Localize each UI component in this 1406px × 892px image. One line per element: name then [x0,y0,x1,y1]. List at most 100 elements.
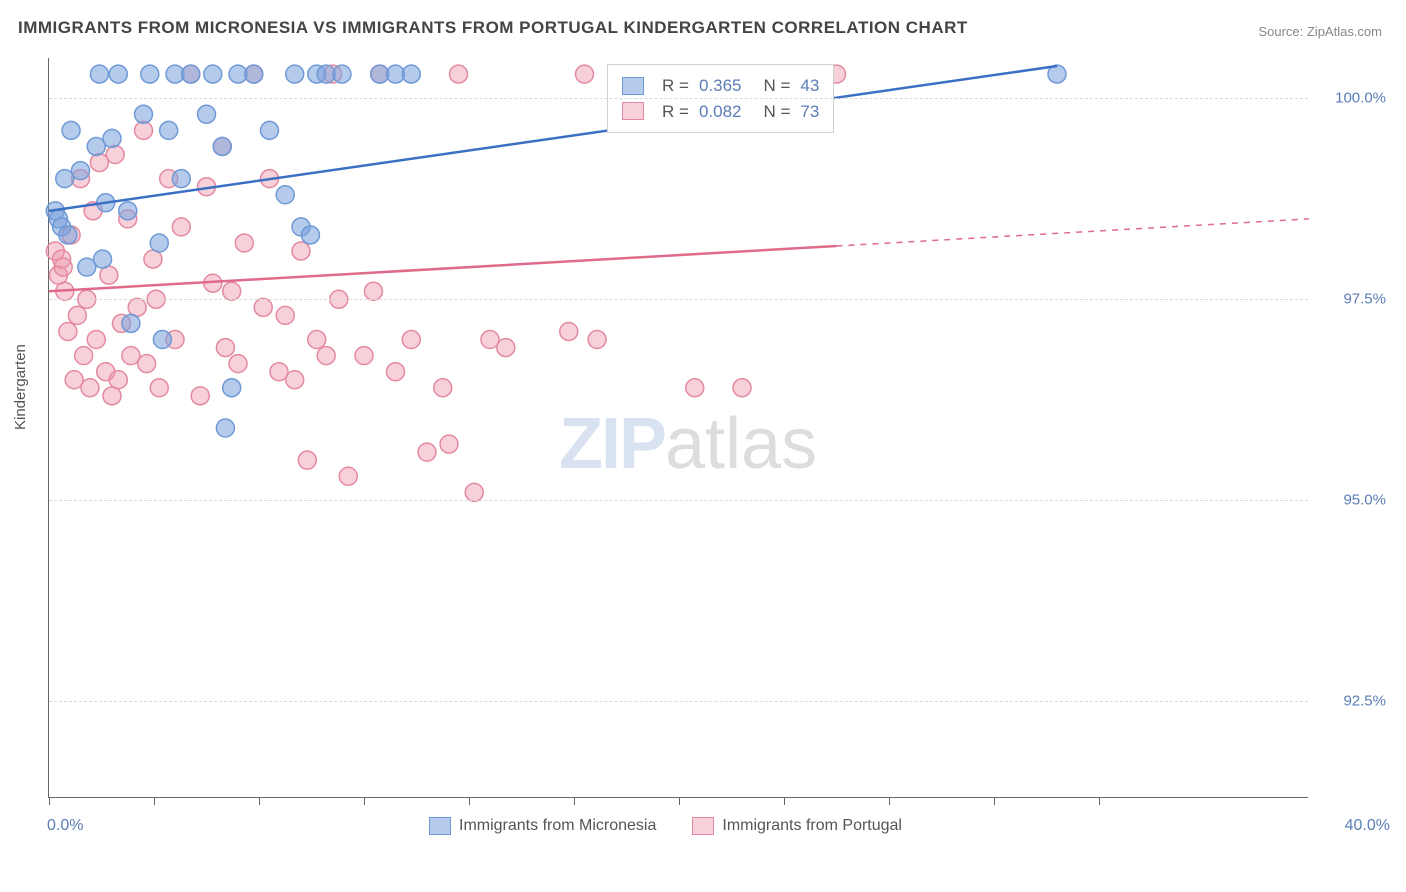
data-point-micronesia [204,65,222,83]
trendline-micronesia [49,66,1057,211]
x-tick-mark [574,797,575,805]
chart-title: IMMIGRANTS FROM MICRONESIA VS IMMIGRANTS… [18,18,968,38]
data-point-micronesia [72,162,90,180]
data-point-micronesia [119,202,137,220]
data-point-micronesia [402,65,420,83]
x-axis-max-label: 40.0% [1345,817,1390,835]
data-point-micronesia [333,65,351,83]
legend-n-value: 73 [800,99,819,125]
data-point-micronesia [160,121,178,139]
gridline-h [49,701,1308,702]
data-point-portugal [286,371,304,389]
x-tick-mark [469,797,470,805]
x-tick-mark [679,797,680,805]
source-attribution: Source: ZipAtlas.com [1258,24,1382,39]
gridline-h [49,299,1308,300]
chart-svg-layer [49,58,1308,797]
data-point-portugal [109,371,127,389]
legend-swatch-portugal [622,102,644,120]
y-tick-label: 97.5% [1343,291,1386,308]
data-point-portugal [59,322,77,340]
data-point-micronesia [245,65,263,83]
data-point-portugal [254,298,272,316]
series-legend: Immigrants from MicronesiaImmigrants fro… [429,817,902,835]
data-point-micronesia [103,129,121,147]
data-point-portugal [144,250,162,268]
source-label: Source: [1258,24,1306,39]
data-point-portugal [434,379,452,397]
data-point-portugal [135,121,153,139]
x-tick-mark [49,797,50,805]
data-point-micronesia [213,137,231,155]
data-point-portugal [75,347,93,365]
y-axis-label: Kindergarten [12,344,29,430]
data-point-portugal [686,379,704,397]
data-point-micronesia [90,65,108,83]
trendline-extrapolated-portugal [837,219,1310,246]
data-point-portugal [440,435,458,453]
data-point-portugal [68,306,86,324]
data-point-micronesia [94,250,112,268]
data-point-portugal [128,298,146,316]
data-point-portugal [298,451,316,469]
legend-r-value: 0.082 [699,99,742,125]
legend-row-micronesia: R = 0.365N = 43 [622,73,819,99]
data-point-micronesia [301,226,319,244]
data-point-portugal [100,266,118,284]
gridline-h [49,98,1308,99]
scatter-plot-area: ZIPatlas R = 0.365N = 43R = 0.082N = 73 … [48,58,1308,798]
data-point-micronesia [109,65,127,83]
data-point-portugal [308,331,326,349]
legend-r-label: R = [662,99,689,125]
y-tick-label: 100.0% [1335,90,1386,107]
legend-row-portugal: R = 0.082 N = 73 [622,99,819,125]
data-point-portugal [387,363,405,381]
data-point-micronesia [62,121,80,139]
data-point-portugal [465,483,483,501]
data-point-portugal [276,306,294,324]
legend-n-value: 43 [800,73,819,99]
legend-swatch-micronesia [622,77,644,95]
data-point-portugal [588,331,606,349]
data-point-portugal [317,347,335,365]
data-point-micronesia [276,186,294,204]
data-point-micronesia [135,105,153,123]
data-point-portugal [103,387,121,405]
data-point-portugal [191,387,209,405]
x-tick-mark [364,797,365,805]
source-value: ZipAtlas.com [1307,24,1382,39]
data-point-portugal [81,379,99,397]
data-point-micronesia [59,226,77,244]
x-tick-mark [889,797,890,805]
data-point-portugal [150,379,168,397]
data-point-micronesia [153,331,171,349]
data-point-portugal [355,347,373,365]
data-point-portugal [54,258,72,276]
data-point-portugal [106,146,124,164]
legend-r-label: R = [662,73,689,99]
data-point-portugal [235,234,253,252]
gridline-h [49,500,1308,501]
data-point-micronesia [141,65,159,83]
data-point-micronesia [172,170,190,188]
legend-item-micronesia: Immigrants from Micronesia [429,817,656,835]
data-point-portugal [292,242,310,260]
legend-swatch-portugal [692,817,714,835]
data-point-portugal [560,322,578,340]
legend-n-label: N = [763,99,790,125]
data-point-portugal [223,282,241,300]
data-point-portugal [216,339,234,357]
data-point-portugal [229,355,247,373]
data-point-portugal [172,218,190,236]
data-point-micronesia [223,379,241,397]
x-tick-mark [259,797,260,805]
legend-n-label: N = [763,73,790,99]
y-tick-label: 95.0% [1343,492,1386,509]
x-tick-mark [154,797,155,805]
data-point-micronesia [198,105,216,123]
data-point-portugal [138,355,156,373]
legend-label: Immigrants from Micronesia [459,817,656,834]
data-point-micronesia [261,121,279,139]
data-point-micronesia [150,234,168,252]
y-tick-label: 92.5% [1343,693,1386,710]
